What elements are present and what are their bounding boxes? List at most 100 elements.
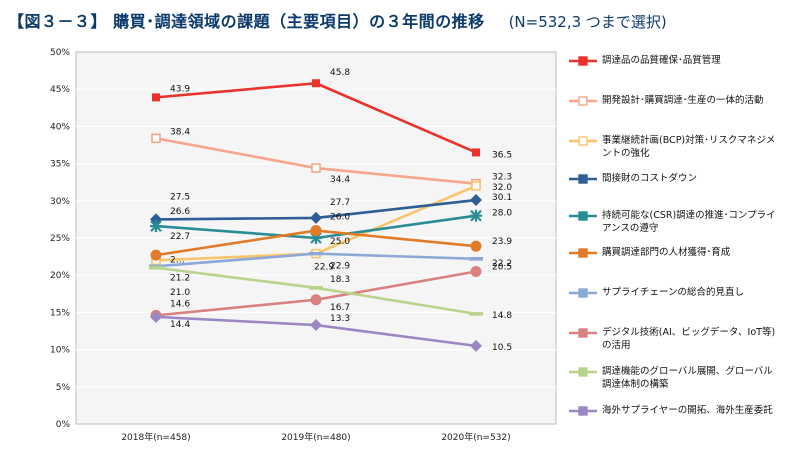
data-label: 2… — [170, 255, 185, 265]
y-tick-label: 40% — [50, 122, 70, 132]
data-label: 10.5 — [492, 343, 512, 353]
data-label: 28.0 — [492, 209, 512, 219]
legend-swatch — [569, 406, 597, 416]
data-point-s10-1 — [150, 310, 162, 323]
y-tick-label: 25% — [50, 234, 70, 244]
data-label: 22.2 — [492, 259, 512, 269]
legend-swatch — [569, 96, 597, 106]
y-tick-label: 20% — [50, 271, 70, 281]
chart-title: 【図３－３】 購買･調達領域の課題（主要項目）の３年間の推移 — [8, 12, 485, 31]
data-label: 26.6 — [170, 207, 190, 217]
legend-item: 持続可能な(CSR)調達の推進･コンプライアンスの遵守 — [568, 209, 782, 235]
data-label: 14.6 — [170, 299, 190, 309]
data-label: 18.3 — [330, 275, 350, 285]
data-label: 22.7 — [170, 232, 190, 242]
data-label: 27.5 — [170, 192, 190, 202]
data-point-s6-3 — [470, 240, 482, 252]
data-point-s7-3 — [469, 257, 483, 261]
x-tick-label: 2019年(n=480) — [281, 431, 350, 443]
legend-item: 開発設計･購買調達･生産の一体的活動 — [568, 94, 782, 107]
legend-item: 調達品の品質確保･品質管理 — [568, 54, 782, 67]
data-label: 16.7 — [330, 303, 350, 313]
legend-swatch — [569, 136, 597, 146]
legend-label: 事業継続計画(BCP)対策･リスクマネジメントの強化 — [602, 135, 776, 159]
y-tick-label: 30% — [50, 197, 70, 207]
data-point-s1-2 — [312, 79, 320, 88]
data-point-s2-1 — [151, 133, 161, 144]
legend-item: サプライチェーンの総合的見直し — [568, 286, 782, 299]
data-label: 21.2 — [170, 273, 190, 283]
data-label: 32.0 — [492, 183, 512, 193]
data-label: 21.0 — [170, 288, 190, 298]
data-point-s2-2 — [311, 163, 321, 173]
data-point-s6-1 — [150, 249, 162, 261]
data-point-s5-3 — [470, 209, 482, 222]
legend-item: 海外サプライヤーの開拓、海外生産委託 — [568, 404, 782, 417]
y-tick-label: 45% — [50, 85, 70, 95]
x-tick-label: 2020年(n=532) — [441, 431, 510, 443]
y-tick-label: 50% — [50, 48, 70, 58]
data-point-s1-3 — [472, 148, 480, 157]
data-point-s8-2 — [310, 294, 322, 306]
data-point-s4-2 — [310, 211, 322, 224]
data-label: 38.4 — [170, 127, 190, 137]
data-point-s9-1 — [149, 265, 163, 270]
legend-label: 調達品の品質確保･品質管理 — [602, 55, 721, 66]
legend-swatch — [569, 248, 597, 258]
data-label: 30.1 — [492, 193, 512, 203]
data-point-s4-3 — [470, 194, 482, 207]
y-tick-label: 35% — [50, 160, 70, 170]
data-point-s9-3 — [469, 312, 483, 316]
legend-swatch — [569, 174, 597, 184]
data-point-s5-1 — [150, 220, 162, 233]
data-label: 43.9 — [170, 84, 190, 94]
chart-subtitle: (N=532,3 つまで選択) — [508, 13, 667, 31]
x-tick-label: 2018年(n=458) — [121, 431, 190, 443]
legend-swatch — [569, 211, 597, 221]
data-label: 26.0 — [330, 213, 350, 223]
legend-label: 購買調達部門の人材獲得･育成 — [602, 247, 731, 258]
legend-swatch — [569, 56, 597, 66]
data-label: 22.9 — [330, 262, 350, 272]
legend-item: 調達機能のグローバル展開、グローバル調達体制の構築 — [568, 365, 782, 391]
y-tick-label: 15% — [50, 308, 70, 318]
data-label: 14.4 — [170, 320, 190, 330]
data-point-s7-2 — [309, 251, 323, 256]
legend-label: サプライチェーンの総合的見直し — [602, 287, 745, 298]
data-label: 32.3 — [492, 173, 512, 183]
data-label: 36.5 — [492, 150, 512, 160]
legend-item: 購買調達部門の人材獲得･育成 — [568, 246, 782, 259]
data-label: 20.5 — [492, 262, 512, 272]
legend-label: 持続可能な(CSR)調達の推進･コンプライアンスの遵守 — [602, 210, 776, 234]
data-point-s10-3 — [470, 339, 482, 352]
data-point-s3-3 — [471, 181, 481, 191]
legend-swatch — [569, 328, 597, 338]
legend-swatch — [569, 288, 597, 298]
data-label: 25.0 — [330, 237, 350, 247]
y-tick-label: 0% — [56, 420, 71, 430]
legend-label: 調達機能のグローバル展開、グローバル調達体制の構築 — [602, 366, 773, 390]
y-tick-label: 5% — [56, 383, 71, 393]
data-label: 45.8 — [330, 68, 350, 78]
legend-label: 海外サプライヤーの開拓、海外生産委託 — [602, 405, 773, 416]
legend-item: 事業継続計画(BCP)対策･リスクマネジメントの強化 — [568, 134, 782, 160]
data-point-s8-3 — [470, 265, 482, 277]
data-label: 23.9 — [492, 237, 512, 247]
line-chart: 0% 5% 10% 15% 20% 25% 30% 35% 40% 45% 50% 2018年(n=4… — [50, 48, 557, 443]
legend-label: 開発設計･購買調達･生産の一体的活動 — [602, 95, 764, 106]
data-label: 27.7 — [330, 198, 350, 208]
legend-label: 間接財のコストダウン — [602, 173, 698, 184]
data-label: 13.3 — [330, 314, 350, 324]
data-point-s6-2 — [310, 225, 322, 237]
legend-label: デジタル技術(AI、ビッグデータ、IoT等)の活用 — [602, 327, 776, 351]
data-point-s1-1 — [152, 93, 160, 102]
y-tick-label: 10% — [50, 346, 70, 356]
data-point-s9-2 — [309, 286, 323, 290]
chart-header: 【図３－３】 購買･調達領域の課題（主要項目）の３年間の推移 (N=532,3 … — [8, 8, 667, 36]
legend-item: 間接財のコストダウン — [568, 172, 782, 185]
data-label: 22.9 — [314, 263, 334, 273]
data-label: 14.8 — [492, 311, 512, 321]
legend-swatch — [569, 367, 597, 377]
data-label: 34.4 — [330, 175, 350, 185]
legend-item: デジタル技術(AI、ビッグデータ、IoT等)の活用 — [568, 326, 782, 352]
